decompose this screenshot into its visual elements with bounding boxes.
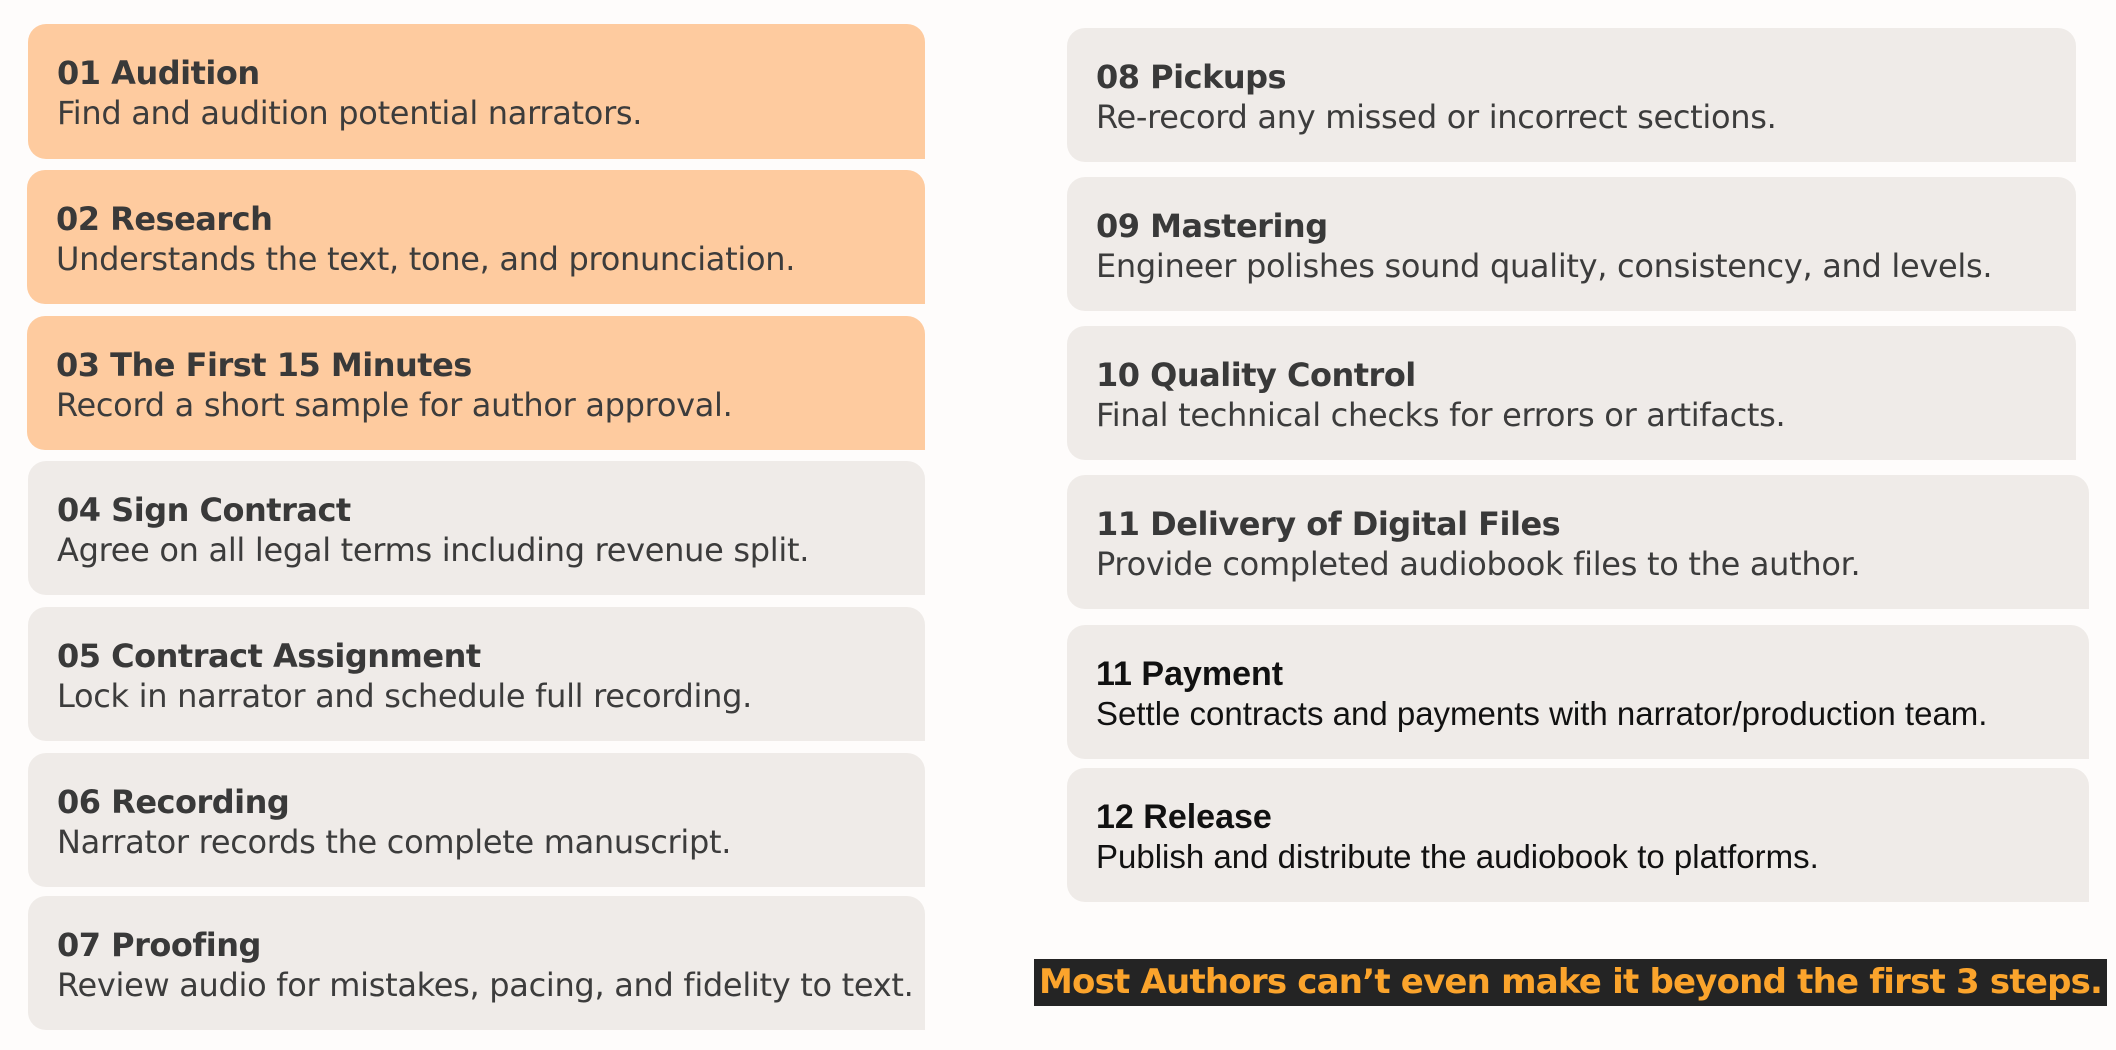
step-description: Narrator records the complete manuscript… [57, 823, 732, 861]
step-description: Settle contracts and payments with narra… [1096, 695, 1988, 732]
step-description: Lock in narrator and schedule full recor… [57, 677, 753, 715]
step-title: 02 Research [56, 200, 273, 238]
step-card-quality-control: 10 Quality Control Final technical check… [1067, 326, 2076, 460]
step-card-first-15-minutes: 03 The First 15 Minutes Record a short s… [27, 316, 925, 450]
step-title: 01 Audition [57, 54, 260, 92]
step-title: 07 Proofing [57, 926, 261, 964]
step-card-payment: 11 Payment Settle contracts and payments… [1067, 625, 2089, 759]
step-card-proofing: 07 Proofing Review audio for mistakes, p… [28, 896, 925, 1030]
step-card-research: 02 Research Understands the text, tone, … [27, 170, 925, 304]
step-title: 08 Pickups [1096, 58, 1287, 96]
step-description: Find and audition potential narrators. [57, 94, 643, 132]
step-title: 06 Recording [57, 783, 290, 821]
step-title: 10 Quality Control [1096, 356, 1416, 394]
step-title: 11 Payment [1096, 655, 1284, 693]
step-title: 04 Sign Contract [57, 491, 351, 529]
step-description: Publish and distribute the audiobook to … [1096, 838, 1819, 875]
step-card-contract-assignment: 05 Contract Assignment Lock in narrator … [28, 607, 925, 741]
step-description: Understands the text, tone, and pronunci… [56, 240, 796, 278]
step-card-release: 12 Release Publish and distribute the au… [1067, 768, 2089, 902]
step-card-mastering: 09 Mastering Engineer polishes sound qua… [1067, 177, 2076, 311]
callout-text: Most Authors can’t even make it beyond t… [1034, 959, 2108, 1006]
step-description: Agree on all legal terms including reven… [57, 531, 810, 569]
step-description: Engineer polishes sound quality, consist… [1096, 247, 1993, 285]
step-card-pickups: 08 Pickups Re-record any missed or incor… [1067, 28, 2076, 162]
step-description: Final technical checks for errors or art… [1096, 396, 1786, 434]
step-card-recording: 06 Recording Narrator records the comple… [28, 753, 925, 887]
step-description: Review audio for mistakes, pacing, and f… [57, 966, 914, 1004]
step-card-audition: 01 Audition Find and audition potential … [28, 24, 925, 159]
step-description: Re-record any missed or incorrect sectio… [1096, 98, 1777, 136]
step-title: 05 Contract Assignment [57, 637, 481, 675]
step-title: 03 The First 15 Minutes [56, 346, 472, 384]
step-card-sign-contract: 04 Sign Contract Agree on all legal term… [28, 461, 925, 595]
step-title: 12 Release [1096, 798, 1272, 836]
step-title: 09 Mastering [1096, 207, 1328, 245]
step-description: Record a short sample for author approva… [56, 386, 733, 424]
step-card-delivery-digital-files: 11 Delivery of Digital Files Provide com… [1067, 475, 2089, 609]
step-title: 11 Delivery of Digital Files [1096, 505, 1561, 543]
step-description: Provide completed audiobook files to the… [1096, 545, 1861, 583]
